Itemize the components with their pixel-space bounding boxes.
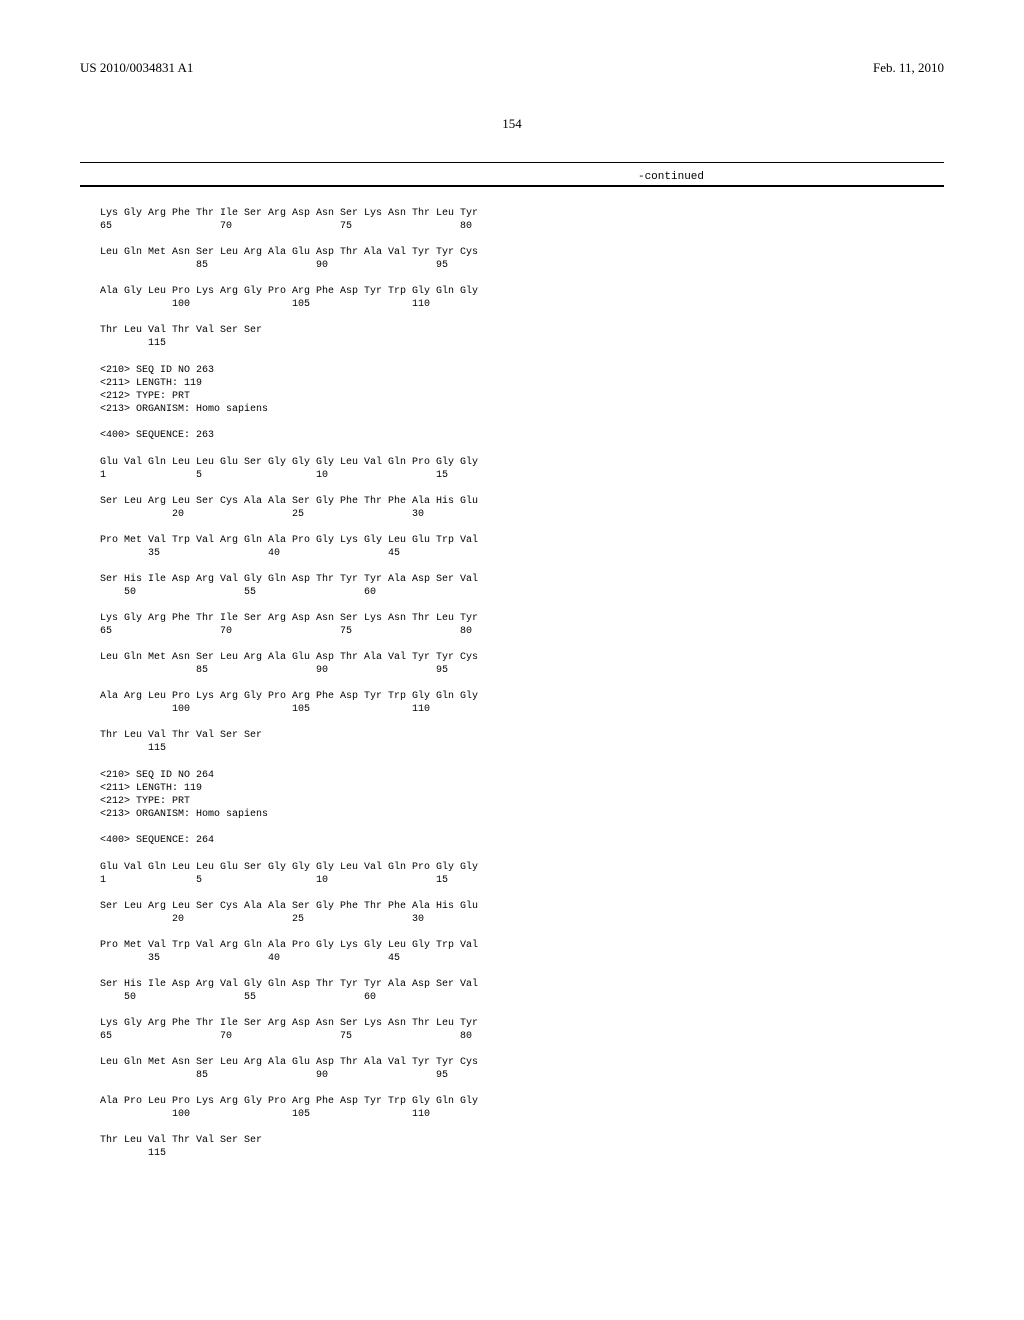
sequence-block-263: Glu Val Gln Leu Leu Glu Ser Gly Gly Gly … bbox=[100, 456, 944, 755]
sequence-block-264: Glu Val Gln Leu Leu Glu Ser Gly Gly Gly … bbox=[100, 861, 944, 1160]
sequence-listing: Lys Gly Arg Phe Thr Ile Ser Arg Asp Asn … bbox=[80, 207, 944, 1160]
divider-bottom bbox=[80, 185, 944, 187]
sequence-block-top: Lys Gly Arg Phe Thr Ile Ser Arg Asp Asn … bbox=[100, 207, 944, 350]
sequence-meta-263: <210> SEQ ID NO 263 <211> LENGTH: 119 <2… bbox=[100, 364, 944, 442]
continued-label: -continued bbox=[80, 171, 944, 183]
page-number: 154 bbox=[80, 116, 944, 132]
page-header: US 2010/0034831 A1 Feb. 11, 2010 bbox=[80, 60, 944, 76]
divider-top bbox=[80, 162, 944, 163]
sequence-meta-264: <210> SEQ ID NO 264 <211> LENGTH: 119 <2… bbox=[100, 769, 944, 847]
publication-date: Feb. 11, 2010 bbox=[873, 60, 944, 76]
publication-number: US 2010/0034831 A1 bbox=[80, 60, 193, 76]
page: US 2010/0034831 A1 Feb. 11, 2010 154 -co… bbox=[0, 0, 1024, 1206]
